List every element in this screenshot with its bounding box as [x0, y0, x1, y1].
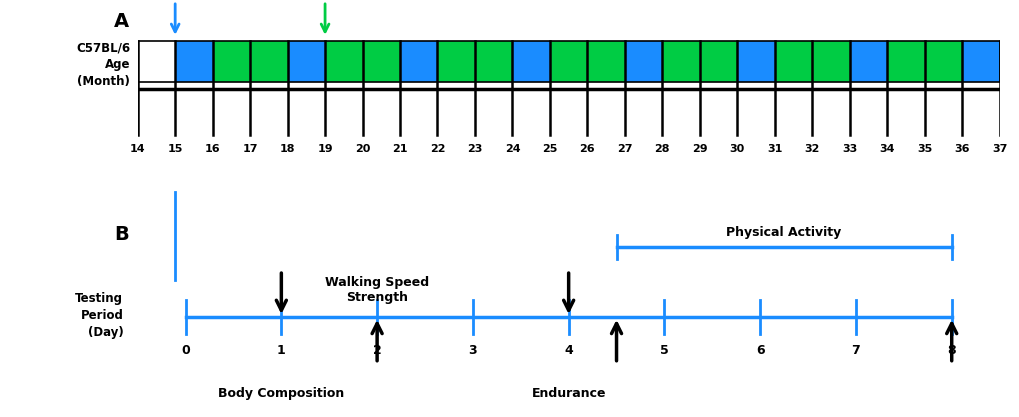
- Text: Testing
Period
(Day): Testing Period (Day): [75, 292, 123, 339]
- Text: 0: 0: [181, 344, 190, 357]
- Bar: [549, 41, 625, 82]
- Bar: [774, 41, 849, 82]
- Text: 21: 21: [392, 144, 408, 154]
- Text: 31: 31: [766, 144, 782, 154]
- Text: 15: 15: [167, 144, 182, 154]
- Bar: [325, 41, 399, 82]
- Text: 34: 34: [878, 144, 894, 154]
- Text: 30: 30: [729, 144, 744, 154]
- Text: 3: 3: [468, 344, 477, 357]
- Text: 23: 23: [467, 144, 482, 154]
- Bar: [961, 41, 999, 82]
- Text: 4: 4: [564, 344, 573, 357]
- Text: C57BL/6
Age
(Month): C57BL/6 Age (Month): [76, 41, 130, 88]
- Bar: [625, 41, 661, 82]
- Text: Endurance: Endurance: [531, 387, 605, 400]
- Text: B: B: [114, 225, 129, 244]
- Text: 19: 19: [317, 144, 332, 154]
- Text: Walking Speed
Strength: Walking Speed Strength: [325, 276, 429, 304]
- Bar: [212, 41, 287, 82]
- Bar: [138, 41, 999, 82]
- Text: 26: 26: [579, 144, 595, 154]
- Bar: [849, 41, 887, 82]
- Bar: [175, 41, 212, 82]
- Text: 17: 17: [243, 144, 258, 154]
- Bar: [512, 41, 549, 82]
- Text: 32: 32: [804, 144, 819, 154]
- Text: 14: 14: [129, 144, 146, 154]
- Text: 2: 2: [372, 344, 381, 357]
- Text: 20: 20: [355, 144, 370, 154]
- Text: 37: 37: [990, 144, 1007, 154]
- Text: 5: 5: [659, 344, 668, 357]
- Bar: [437, 41, 512, 82]
- Text: Physical Activity: Physical Activity: [726, 226, 841, 239]
- Text: 22: 22: [429, 144, 445, 154]
- Text: Body Composition: Body Composition: [218, 387, 344, 400]
- Text: 18: 18: [279, 144, 296, 154]
- Text: 33: 33: [842, 144, 857, 154]
- Bar: [287, 41, 325, 82]
- Bar: [737, 41, 774, 82]
- Text: 24: 24: [504, 144, 520, 154]
- Text: 7: 7: [851, 344, 859, 357]
- Text: 6: 6: [755, 344, 764, 357]
- Text: 25: 25: [542, 144, 557, 154]
- Text: 35: 35: [916, 144, 931, 154]
- Bar: [399, 41, 437, 82]
- Text: A: A: [114, 12, 129, 31]
- Text: 8: 8: [947, 344, 955, 357]
- Bar: [887, 41, 961, 82]
- Text: 36: 36: [954, 144, 969, 154]
- Text: 27: 27: [616, 144, 632, 154]
- Text: 28: 28: [654, 144, 669, 154]
- Bar: [661, 41, 737, 82]
- Text: 1: 1: [277, 344, 285, 357]
- Text: 29: 29: [691, 144, 707, 154]
- Text: 16: 16: [205, 144, 220, 154]
